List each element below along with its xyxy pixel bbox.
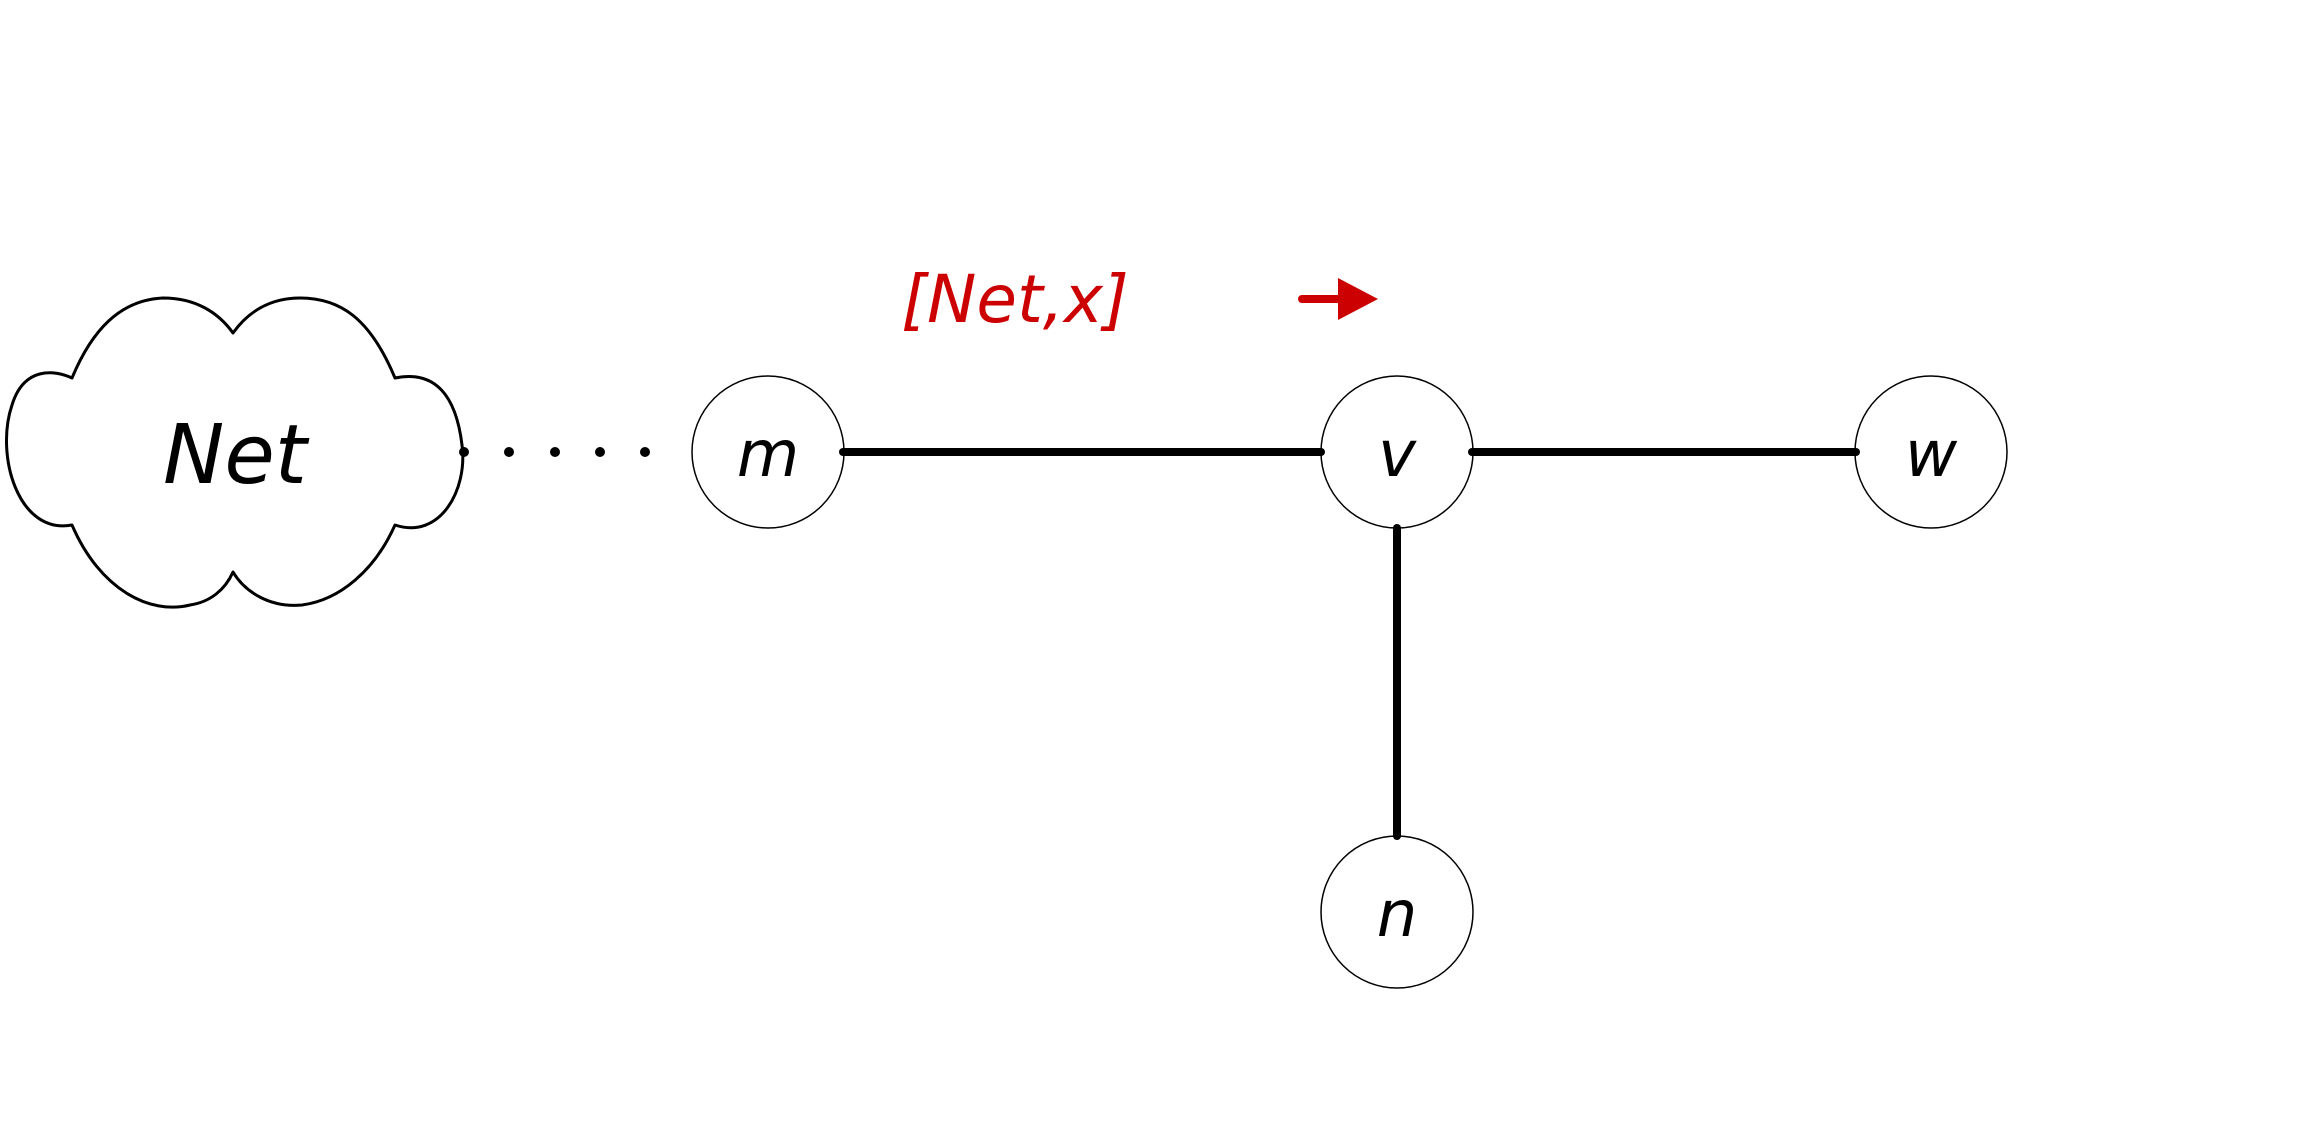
node-label: v [1378,418,1417,492]
edge-endpoints [839,448,1860,840]
edges [839,448,1860,840]
arrow-head [1338,278,1378,320]
cloud-shape [4,296,465,609]
endpoint [1393,832,1401,840]
dot [459,447,469,457]
dot [504,447,514,457]
node-m: m [691,375,845,529]
node-v: v [1320,375,1474,529]
cloud-label: Net [163,408,310,503]
node-w: w [1854,375,2008,529]
node-label: n [1377,878,1418,952]
dot [595,447,605,457]
node-label: m [737,418,799,492]
endpoint [1468,448,1476,456]
endpoint [1393,524,1401,532]
endpoint [1852,448,1860,456]
dot [550,447,560,457]
dotted-link [459,447,650,457]
endpoint [839,448,847,456]
node-label: w [1905,418,1958,492]
right-arrow-icon [1298,278,1378,320]
dot [640,447,650,457]
node-n: n [1320,835,1474,989]
message-label: [Net,x] [901,261,1128,338]
net-cloud: Net [4,296,465,609]
endpoint [1317,448,1325,456]
